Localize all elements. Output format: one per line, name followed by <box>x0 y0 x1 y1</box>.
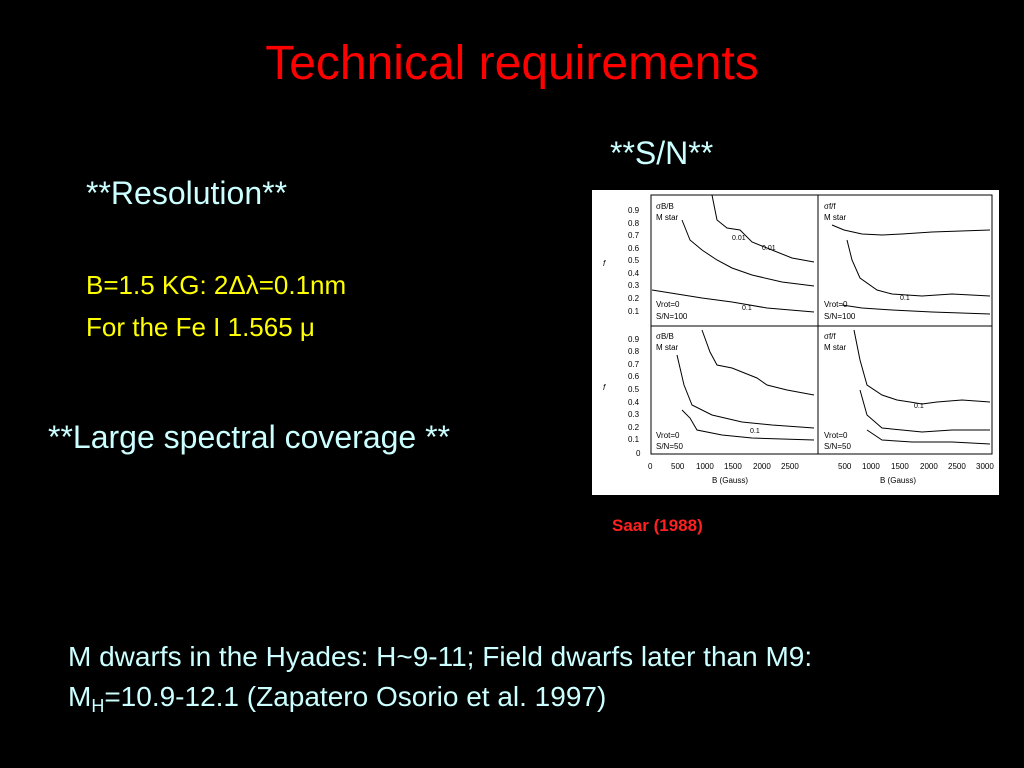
x-tick-right: 2000 <box>920 462 938 471</box>
y-tick-top: 0.2 <box>628 294 640 303</box>
contour-bl-1 <box>701 329 815 396</box>
coverage-heading: **Large spectral coverage ** <box>48 419 451 455</box>
y-tick-top: 0.5 <box>628 256 640 265</box>
panel-tl-label-3: Vrot=0 <box>656 300 680 309</box>
figure-credit: Saar (1988) <box>612 516 703 535</box>
bottom-line-2: MH=10.9-12.1 (Zapatero Osorio et al. 199… <box>68 678 606 715</box>
y-tick-top: 0.6 <box>628 244 640 253</box>
y-tick-bottom: 0.4 <box>628 398 640 407</box>
sn-heading: **S/N** <box>610 135 714 171</box>
contour-label-tl-001a: 0.01 <box>732 235 746 242</box>
contour-tl-1 <box>711 194 815 263</box>
bottom-subscript: H <box>91 696 105 716</box>
y-tick-top: 0.9 <box>628 206 640 215</box>
y-tick-top: 0.1 <box>628 307 640 316</box>
y-axis-label-top: f <box>603 259 606 268</box>
x-tick-left: 0 <box>648 462 653 471</box>
panel-bl-label-2: M star <box>656 343 679 352</box>
x-tick-left: 500 <box>671 462 685 471</box>
bottom-m: M <box>68 681 92 712</box>
contour-tl-3 <box>651 289 815 313</box>
bottom-rest: =10.9-12.1 (Zapatero Osorio et al. 1997) <box>104 681 607 712</box>
contour-label-br-01: 0.1 <box>914 403 924 410</box>
y-tick-bottom: 0 <box>636 449 641 458</box>
panel-bl-label-4: S/N=50 <box>656 442 683 451</box>
y-tick-top: 0.8 <box>628 219 640 228</box>
slide-title: Technical requirements <box>265 37 759 90</box>
contour-label-tr-01: 0.1 <box>900 295 910 302</box>
figure-frame <box>650 194 993 455</box>
panel-tr-label-2: M star <box>824 213 847 222</box>
y-tick-bottom: 0.7 <box>628 360 640 369</box>
contour-bl-3 <box>681 409 815 441</box>
panel-tr-label-4: S/N=100 <box>824 312 856 321</box>
y-tick-bottom: 0.8 <box>628 347 640 356</box>
x-tick-right: 500 <box>838 462 852 471</box>
panel-tl-label-1: σB/B <box>656 202 674 211</box>
x-tick-right: 1000 <box>862 462 880 471</box>
x-tick-left: 2000 <box>753 462 771 471</box>
panel-tr-label-1: σf/f <box>824 202 836 211</box>
panel-br-label-1: σf/f <box>824 332 836 341</box>
saar-contour-figure: 0.9 0.8 0.7 0.6 0.5 0.4 0.3 0.2 0.1 0.9 … <box>592 190 999 495</box>
contour-br-3 <box>866 429 991 445</box>
panel-br-label-2: M star <box>824 343 847 352</box>
contour-tr-2 <box>846 239 991 297</box>
x-axis-label-left: B (Gauss) <box>712 476 748 485</box>
bottom-line-1: M dwarfs in the Hyades: H~9-11; Field dw… <box>68 641 813 672</box>
x-tick-right: 2500 <box>948 462 966 471</box>
contour-br-2 <box>859 389 990 433</box>
x-tick-right: 3000 <box>976 462 994 471</box>
panel-tl-label-4: S/N=100 <box>656 312 688 321</box>
contour-label-tl-01: 0.1 <box>742 305 752 312</box>
y-tick-bottom: 0.1 <box>628 435 640 444</box>
figure-svg: 0.9 0.8 0.7 0.6 0.5 0.4 0.3 0.2 0.1 0.9 … <box>603 194 994 485</box>
y-tick-bottom: 0.5 <box>628 385 640 394</box>
contour-bl-2 <box>676 354 815 429</box>
contour-br-1 <box>853 329 991 405</box>
contour-tr-1 <box>831 224 991 236</box>
y-tick-bottom: 0.2 <box>628 423 640 432</box>
x-tick-left: 2500 <box>781 462 799 471</box>
panel-tl-label-2: M star <box>656 213 679 222</box>
contour-tr-3 <box>841 304 991 315</box>
y-axis-label-bottom: f <box>603 383 606 392</box>
contour-tl-2 <box>681 219 815 287</box>
contour-label-tl-001b: 0.01 <box>762 245 776 252</box>
y-tick-bottom: 0.3 <box>628 410 640 419</box>
panel-bl-label-3: Vrot=0 <box>656 431 680 440</box>
x-tick-right: 1500 <box>891 462 909 471</box>
x-axis-label-right: B (Gauss) <box>880 476 916 485</box>
y-tick-top: 0.7 <box>628 231 640 240</box>
x-tick-left: 1000 <box>696 462 714 471</box>
resolution-heading: **Resolution** <box>86 175 288 211</box>
panel-br-label-3: Vrot=0 <box>824 431 848 440</box>
panel-tr-label-3: Vrot=0 <box>824 300 848 309</box>
x-tick-left: 1500 <box>724 462 742 471</box>
y-tick-top: 0.4 <box>628 269 640 278</box>
resolution-line-1: B=1.5 KG: 2Δλ=0.1nm <box>86 270 347 300</box>
panel-br-label-4: S/N=50 <box>824 442 851 451</box>
panel-bl-label-1: σB/B <box>656 332 674 341</box>
y-tick-bottom: 0.6 <box>628 372 640 381</box>
contour-label-bl-01: 0.1 <box>750 428 760 435</box>
y-tick-bottom: 0.9 <box>628 335 640 344</box>
resolution-line-2: For the Fe I 1.565 μ <box>86 312 315 342</box>
y-tick-top: 0.3 <box>628 281 640 290</box>
